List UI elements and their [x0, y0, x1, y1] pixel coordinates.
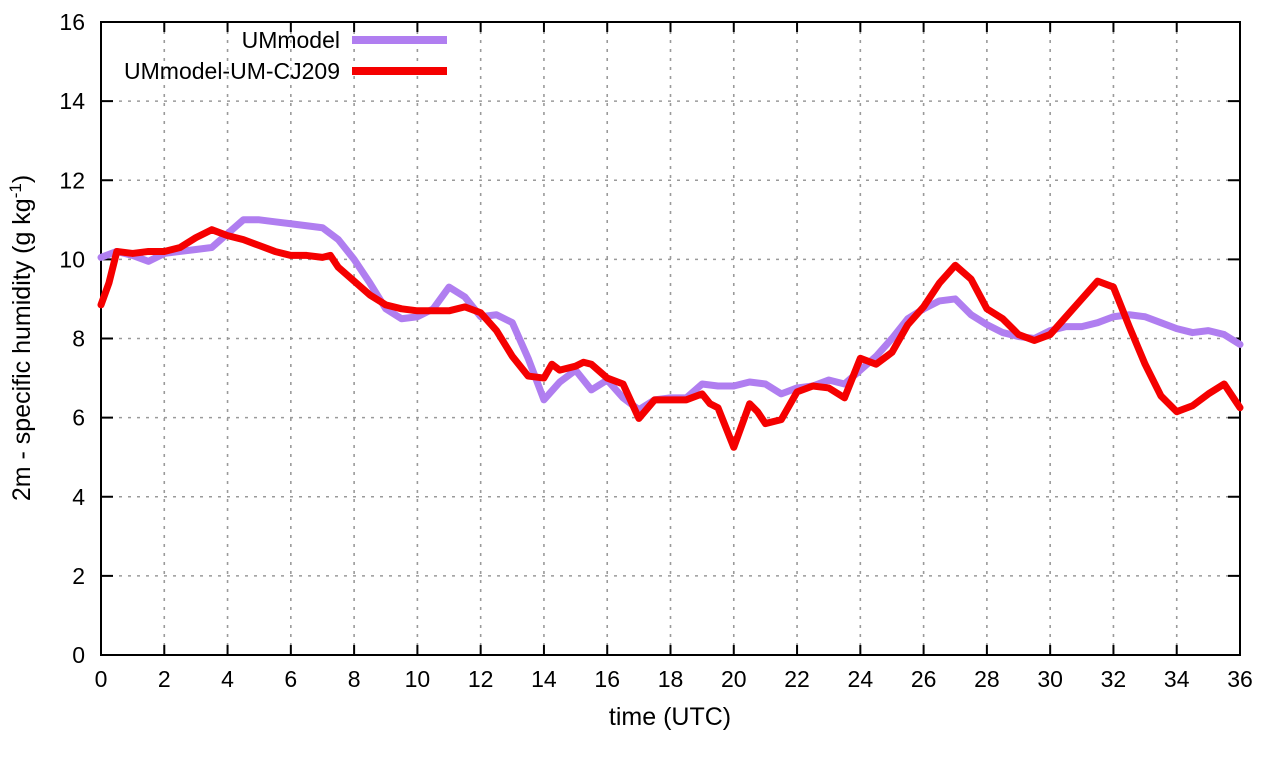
y-tick-label: 8 — [72, 326, 85, 352]
x-tick-label: 4 — [221, 666, 234, 692]
data-series-layer — [97, 216, 1244, 451]
y-tick-label: 12 — [59, 167, 85, 193]
x-axis-title: time (UTC) — [609, 703, 731, 731]
y-tick-label: 4 — [72, 484, 85, 510]
y-axis-title-text: 2m - specific humidity (g kg-1) — [6, 175, 37, 501]
y-tick-label: 10 — [59, 246, 85, 272]
x-tick-label: 34 — [1164, 666, 1190, 692]
y-tick-label: 14 — [59, 88, 85, 114]
x-tick-label: 26 — [911, 666, 937, 692]
x-tick-label: 30 — [1037, 666, 1063, 692]
x-tick-label: 24 — [848, 666, 874, 692]
plot-frame — [100, 21, 1241, 656]
x-tick-label: 18 — [658, 666, 684, 692]
x-tick-label: 36 — [1227, 666, 1253, 692]
legend-label-1: UMmodel — [242, 27, 340, 53]
x-tick-label: 16 — [594, 666, 620, 692]
x-tick-label: 28 — [974, 666, 1000, 692]
x-tick-label: 8 — [348, 666, 361, 692]
y-tick-label: 16 — [59, 9, 85, 35]
series-line-ummodel-um-cj209 — [97, 226, 1244, 451]
y-axis-title: 2m - specific humidity (g kg-1) — [6, 175, 37, 501]
x-tick-label: 12 — [468, 666, 494, 692]
x-axis-tick-labels: 0 2 4 6 8 10 12 14 16 18 20 22 24 26 28 30 32 34 36 — [95, 666, 1253, 692]
gridlines — [101, 22, 1240, 655]
x-tick-label: 14 — [531, 666, 557, 692]
y-tick-label: 0 — [72, 642, 85, 668]
x-tick-label: 2 — [158, 666, 171, 692]
chart-legend: UMmodel UMmodel-UM-CJ209 — [124, 27, 447, 84]
y-tick-label: 6 — [72, 405, 85, 431]
y-axis-tick-labels: 0 2 4 6 8 10 12 14 16 — [59, 9, 85, 668]
x-tick-label: 0 — [95, 666, 108, 692]
x-tick-label: 20 — [721, 666, 747, 692]
x-tick-label: 32 — [1101, 666, 1127, 692]
legend-label-2: UMmodel-UM-CJ209 — [124, 58, 340, 84]
y-tick-label: 2 — [72, 563, 85, 589]
x-tick-label: 10 — [405, 666, 431, 692]
x-tick-label: 22 — [784, 666, 810, 692]
x-tick-label: 6 — [284, 666, 297, 692]
